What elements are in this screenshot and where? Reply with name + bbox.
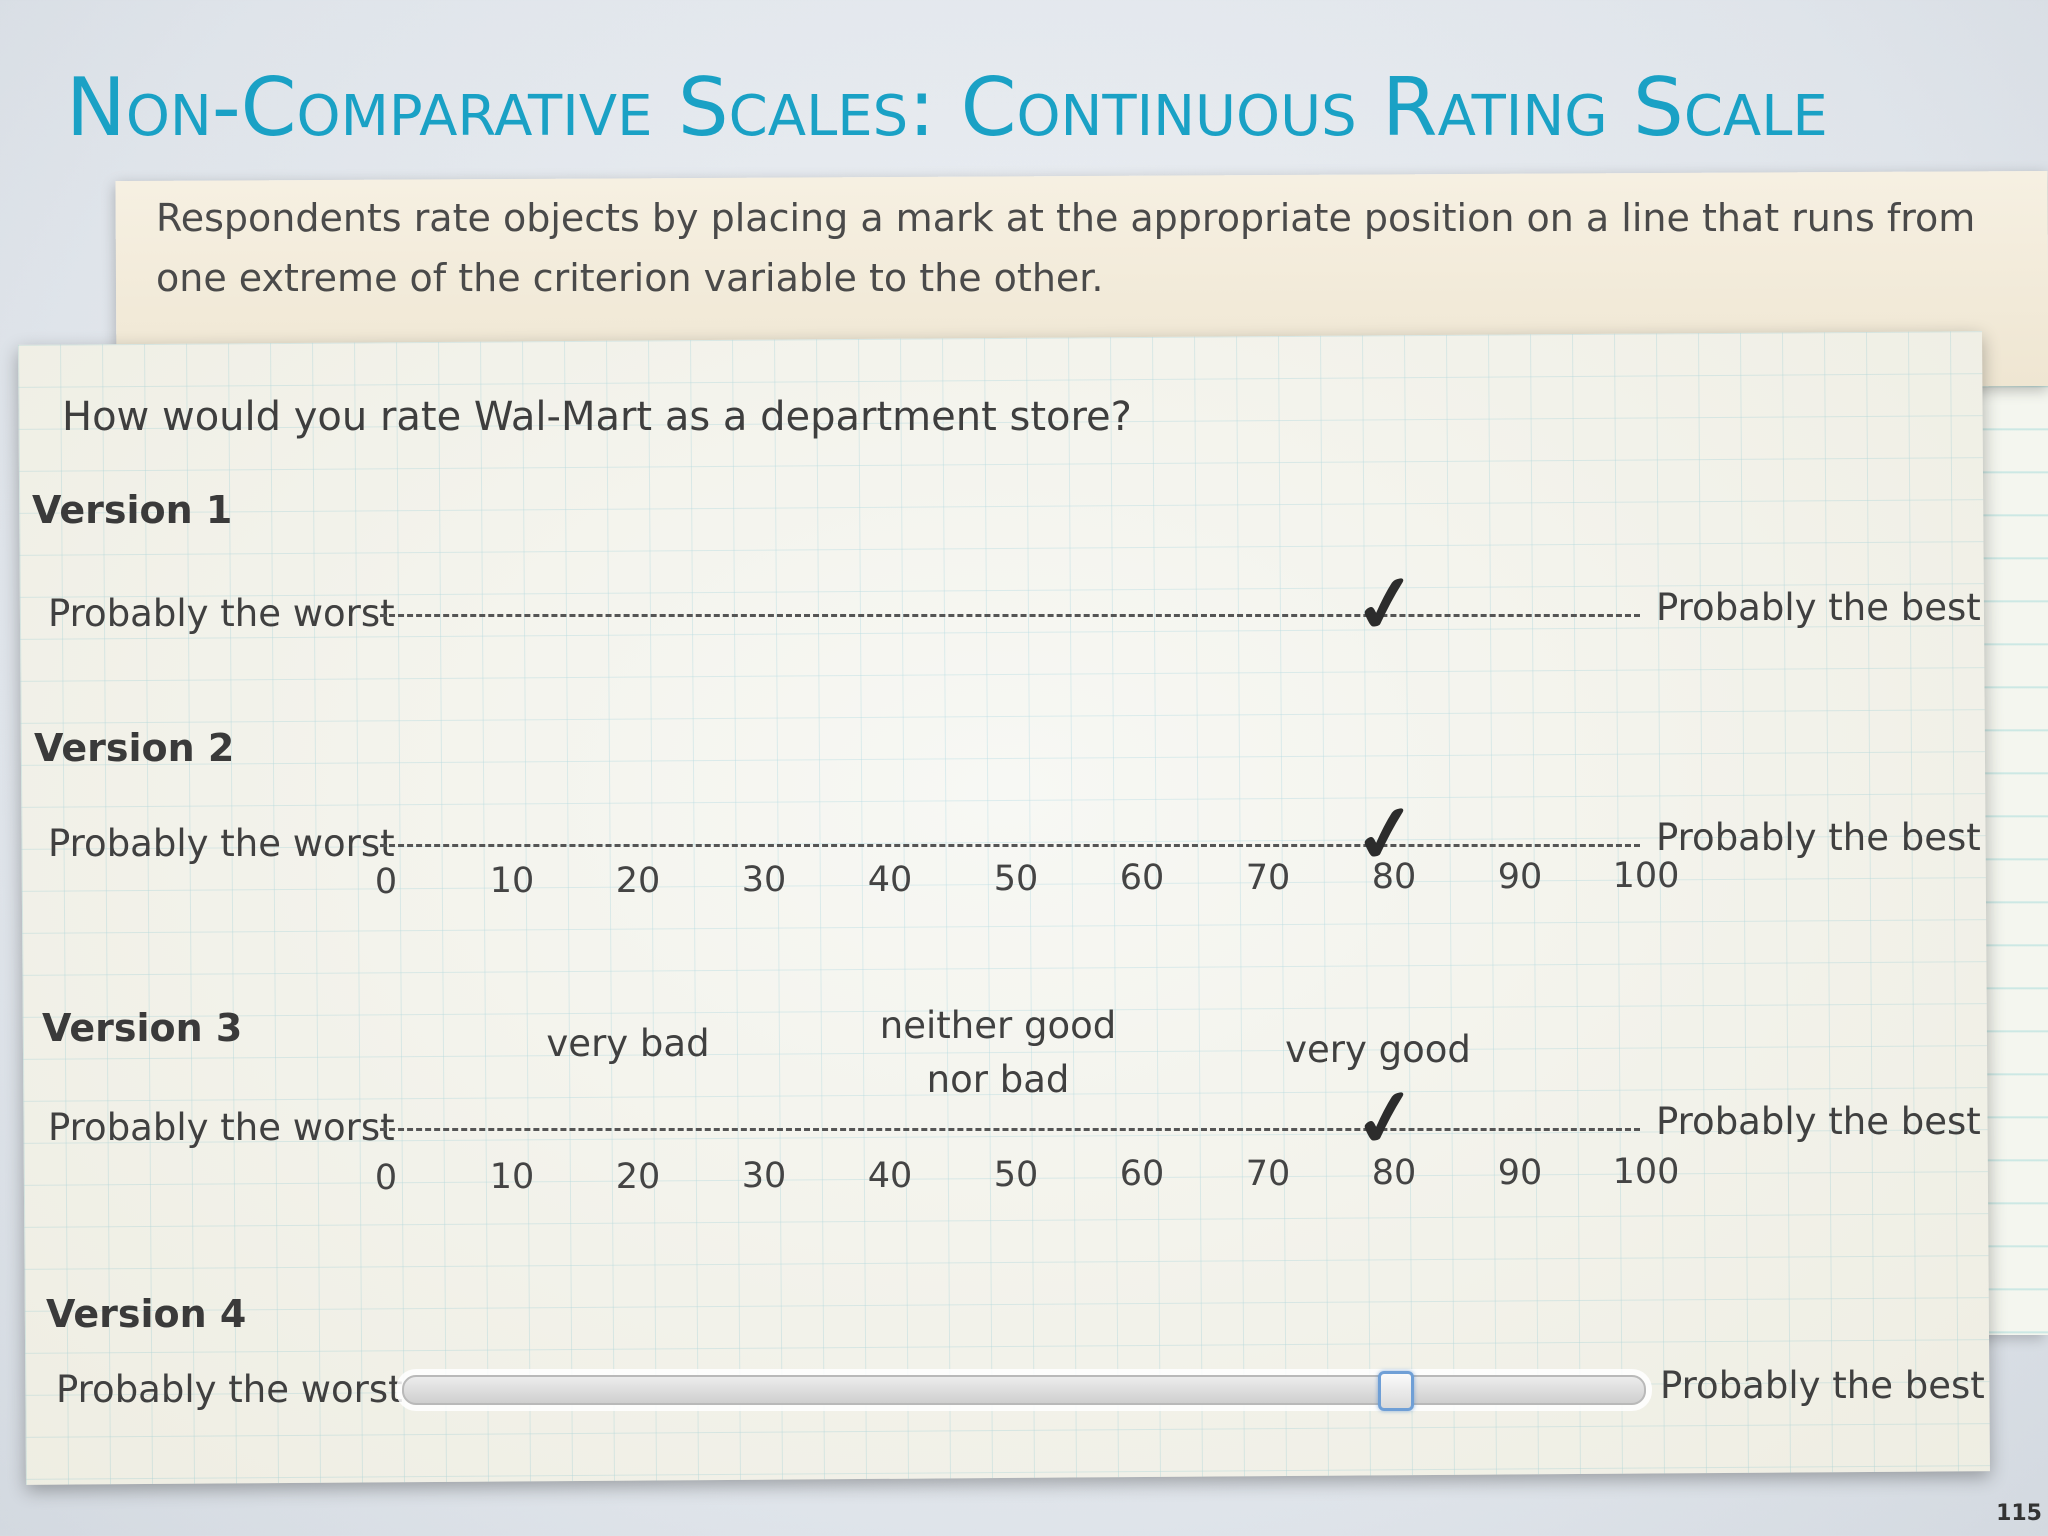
anchor-neither-line-1: neither good [879, 1004, 1117, 1047]
version-1-label: Version 1 [32, 488, 233, 532]
version-3-check-icon: ✓ [1347, 1068, 1425, 1169]
slide-title: Non-Comparative Scales: Continuous Ratin… [66, 61, 1828, 154]
tick-label-40: 40 [867, 1155, 913, 1196]
tick-label-20: 20 [615, 860, 661, 901]
version-2-left-label: Probably the worst [48, 822, 395, 865]
tick-label-40: 40 [867, 859, 913, 900]
version-3-label: Version 3 [42, 1006, 243, 1050]
tick-label-80: 80 [1371, 857, 1417, 898]
tick-label-100: 100 [1612, 856, 1680, 896]
version-1-left-label: Probably the worst [48, 592, 395, 635]
tick-label-50: 50 [993, 1155, 1039, 1195]
version-3-line [380, 1128, 1640, 1131]
tick-label-0: 0 [374, 1158, 398, 1198]
tick-label-10: 10 [489, 861, 535, 902]
version-1-right-label: Probably the best [1656, 586, 1981, 629]
tick-label-80: 80 [1371, 1153, 1417, 1194]
version-1-line [380, 614, 1640, 617]
anchor-very-good: very good [1285, 1028, 1471, 1071]
tick-label-20: 20 [615, 1156, 661, 1197]
tick-label-90: 90 [1497, 856, 1543, 897]
slider-thumb[interactable] [1378, 1371, 1414, 1411]
tick-label-60: 60 [1119, 858, 1165, 899]
version-2-label: Version 2 [34, 726, 235, 770]
tick-label-90: 90 [1497, 1152, 1543, 1193]
tick-label-10: 10 [489, 1157, 535, 1198]
version-2-right-label: Probably the best [1656, 816, 1981, 859]
version-4-right-label: Probably the best [1660, 1364, 1985, 1407]
rating-slider[interactable] [402, 1371, 1646, 1411]
version-4-label: Version 4 [46, 1292, 247, 1336]
version-3-left-label: Probably the worst [48, 1106, 395, 1149]
question-text: How would you rate Wal-Mart as a departm… [62, 394, 1132, 440]
tick-label-0: 0 [374, 862, 398, 902]
tick-label-60: 60 [1119, 1154, 1165, 1195]
version-3-right-label: Probably the best [1656, 1100, 1981, 1143]
page-number: 115 [1996, 1501, 2042, 1526]
tick-label-50: 50 [993, 859, 1039, 899]
version-1-check-icon: ✓ [1347, 554, 1425, 655]
version-4-left-label: Probably the worst [56, 1368, 403, 1411]
tick-label-70: 70 [1245, 857, 1291, 898]
tick-label-30: 30 [741, 860, 787, 901]
version-2-line [380, 844, 1640, 847]
tick-label-70: 70 [1245, 1153, 1291, 1194]
tick-label-30: 30 [741, 1156, 787, 1197]
definition-text: Respondents rate objects by placing a ma… [156, 196, 1976, 300]
anchor-very-bad: very bad [546, 1022, 710, 1065]
tick-label-100: 100 [1612, 1152, 1680, 1192]
anchor-neither-line-2: nor bad [926, 1058, 1070, 1101]
grid-paper [18, 331, 1990, 1485]
